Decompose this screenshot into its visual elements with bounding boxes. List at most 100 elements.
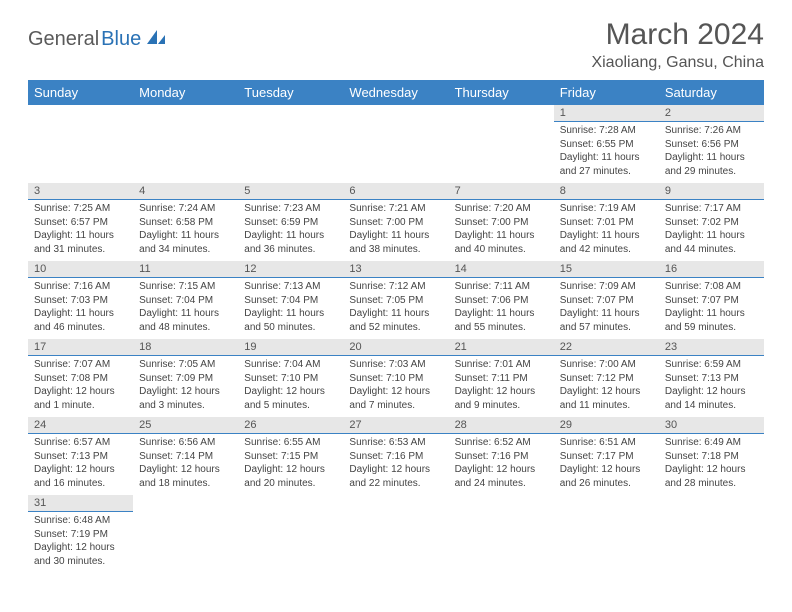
- weekday-header: Sunday: [28, 80, 133, 105]
- calendar-day-cell: 11Sunrise: 7:15 AMSunset: 7:04 PMDayligh…: [133, 261, 238, 339]
- sunrise-text: Sunrise: 6:53 AM: [349, 436, 442, 450]
- day-details: Sunrise: 6:56 AMSunset: 7:14 PMDaylight:…: [133, 434, 238, 494]
- brand-part2: Blue: [101, 28, 141, 51]
- sunset-text: Sunset: 7:13 PM: [665, 372, 758, 386]
- calendar-day-cell: 12Sunrise: 7:13 AMSunset: 7:04 PMDayligh…: [238, 261, 343, 339]
- day-details: Sunrise: 6:57 AMSunset: 7:13 PMDaylight:…: [28, 434, 133, 494]
- day-number: 21: [449, 339, 554, 356]
- calendar-day-cell: [238, 105, 343, 183]
- day-details: Sunrise: 7:01 AMSunset: 7:11 PMDaylight:…: [449, 356, 554, 416]
- calendar-day-cell: 6Sunrise: 7:21 AMSunset: 7:00 PMDaylight…: [343, 183, 448, 261]
- calendar-day-cell: 9Sunrise: 7:17 AMSunset: 7:02 PMDaylight…: [659, 183, 764, 261]
- day-number: 8: [554, 183, 659, 200]
- calendar-day-cell: 30Sunrise: 6:49 AMSunset: 7:18 PMDayligh…: [659, 417, 764, 495]
- sunrise-text: Sunrise: 7:17 AM: [665, 202, 758, 216]
- day-details: [238, 500, 343, 506]
- calendar-week-row: 17Sunrise: 7:07 AMSunset: 7:08 PMDayligh…: [28, 339, 764, 417]
- calendar-day-cell: 15Sunrise: 7:09 AMSunset: 7:07 PMDayligh…: [554, 261, 659, 339]
- sunset-text: Sunset: 7:18 PM: [665, 450, 758, 464]
- day-details: Sunrise: 7:09 AMSunset: 7:07 PMDaylight:…: [554, 278, 659, 338]
- daylight-text: Daylight: 11 hours and 34 minutes.: [139, 229, 232, 256]
- sunrise-text: Sunrise: 7:07 AM: [34, 358, 127, 372]
- sunrise-text: Sunrise: 7:09 AM: [560, 280, 653, 294]
- daylight-text: Daylight: 12 hours and 11 minutes.: [560, 385, 653, 412]
- day-details: [28, 110, 133, 116]
- sunrise-text: Sunrise: 7:25 AM: [34, 202, 127, 216]
- calendar-day-cell: [659, 495, 764, 573]
- calendar-week-row: 31Sunrise: 6:48 AMSunset: 7:19 PMDayligh…: [28, 495, 764, 573]
- day-details: Sunrise: 7:24 AMSunset: 6:58 PMDaylight:…: [133, 200, 238, 260]
- daylight-text: Daylight: 11 hours and 29 minutes.: [665, 151, 758, 178]
- sunset-text: Sunset: 7:16 PM: [349, 450, 442, 464]
- sunset-text: Sunset: 7:04 PM: [139, 294, 232, 308]
- sunset-text: Sunset: 6:57 PM: [34, 216, 127, 230]
- daylight-text: Daylight: 12 hours and 5 minutes.: [244, 385, 337, 412]
- calendar-day-cell: 17Sunrise: 7:07 AMSunset: 7:08 PMDayligh…: [28, 339, 133, 417]
- day-details: Sunrise: 7:23 AMSunset: 6:59 PMDaylight:…: [238, 200, 343, 260]
- sunset-text: Sunset: 7:07 PM: [665, 294, 758, 308]
- weekday-header: Saturday: [659, 80, 764, 105]
- calendar-table: Sunday Monday Tuesday Wednesday Thursday…: [28, 80, 764, 573]
- day-details: Sunrise: 7:20 AMSunset: 7:00 PMDaylight:…: [449, 200, 554, 260]
- calendar-day-cell: 20 Sunrise: 7:03 AMSunset: 7:10 PMDayligh…: [343, 339, 448, 417]
- day-details: [343, 500, 448, 506]
- calendar-day-cell: [238, 495, 343, 573]
- sunrise-text: Sunrise: 7:05 AM: [139, 358, 232, 372]
- calendar-day-cell: 23Sunrise: 6:59 AMSunset: 7:13 PMDayligh…: [659, 339, 764, 417]
- calendar-day-cell: [28, 105, 133, 183]
- sunrise-text: Sunrise: 7:08 AM: [665, 280, 758, 294]
- day-details: [449, 110, 554, 116]
- sunset-text: Sunset: 7:00 PM: [349, 216, 442, 230]
- day-details: [238, 110, 343, 116]
- daylight-text: Daylight: 11 hours and 59 minutes.: [665, 307, 758, 334]
- day-details: Sunrise: 7:28 AMSunset: 6:55 PMDaylight:…: [554, 122, 659, 182]
- day-number: 27: [343, 417, 448, 434]
- day-number: 20: [343, 339, 448, 356]
- sunrise-text: Sunrise: 7:24 AM: [139, 202, 232, 216]
- sunset-text: Sunset: 7:15 PM: [244, 450, 337, 464]
- sunrise-text: Sunrise: 7:19 AM: [560, 202, 653, 216]
- header: GeneralBlue March 2024 Xiaoliang, Gansu,…: [28, 18, 764, 72]
- daylight-text: Daylight: 12 hours and 7 minutes.: [349, 385, 442, 412]
- day-number: 10: [28, 261, 133, 278]
- calendar-day-cell: 8 Sunrise: 7:19 AMSunset: 7:01 PMDaylight…: [554, 183, 659, 261]
- day-details: Sunrise: 6:51 AMSunset: 7:17 PMDaylight:…: [554, 434, 659, 494]
- daylight-text: Daylight: 11 hours and 52 minutes.: [349, 307, 442, 334]
- daylight-text: Daylight: 12 hours and 20 minutes.: [244, 463, 337, 490]
- sunset-text: Sunset: 6:56 PM: [665, 138, 758, 152]
- calendar-day-cell: [554, 495, 659, 573]
- sunset-text: Sunset: 7:01 PM: [560, 216, 653, 230]
- day-details: Sunrise: 7:07 AMSunset: 7:08 PMDaylight:…: [28, 356, 133, 416]
- sunset-text: Sunset: 7:10 PM: [349, 372, 442, 386]
- sunset-text: Sunset: 7:12 PM: [560, 372, 653, 386]
- daylight-text: Daylight: 12 hours and 9 minutes.: [455, 385, 548, 412]
- day-details: Sunrise: 6:52 AMSunset: 7:16 PMDaylight:…: [449, 434, 554, 494]
- daylight-text: Daylight: 11 hours and 42 minutes.: [560, 229, 653, 256]
- calendar-day-cell: 22Sunrise: 7:00 AMSunset: 7:12 PMDayligh…: [554, 339, 659, 417]
- calendar-day-cell: 4Sunrise: 7:24 AMSunset: 6:58 PMDaylight…: [133, 183, 238, 261]
- day-details: [133, 500, 238, 506]
- weekday-header: Monday: [133, 80, 238, 105]
- page-title: March 2024: [591, 18, 764, 52]
- sunrise-text: Sunrise: 7:01 AM: [455, 358, 548, 372]
- sunset-text: Sunset: 7:05 PM: [349, 294, 442, 308]
- calendar-day-cell: 28Sunrise: 6:52 AMSunset: 7:16 PMDayligh…: [449, 417, 554, 495]
- sunrise-text: Sunrise: 6:56 AM: [139, 436, 232, 450]
- sunrise-text: Sunrise: 7:03 AM: [349, 358, 442, 372]
- day-number: 1: [554, 105, 659, 122]
- daylight-text: Daylight: 11 hours and 36 minutes.: [244, 229, 337, 256]
- sunrise-text: Sunrise: 7:11 AM: [455, 280, 548, 294]
- page-subtitle: Xiaoliang, Gansu, China: [591, 54, 764, 72]
- weekday-header: Friday: [554, 80, 659, 105]
- day-details: Sunrise: 6:53 AMSunset: 7:16 PMDaylight:…: [343, 434, 448, 494]
- calendar-day-cell: 18Sunrise: 7:05 AMSunset: 7:09 PMDayligh…: [133, 339, 238, 417]
- sunrise-text: Sunrise: 6:57 AM: [34, 436, 127, 450]
- sunset-text: Sunset: 7:07 PM: [560, 294, 653, 308]
- calendar-day-cell: [133, 105, 238, 183]
- sunrise-text: Sunrise: 6:52 AM: [455, 436, 548, 450]
- day-details: Sunrise: 7:11 AMSunset: 7:06 PMDaylight:…: [449, 278, 554, 338]
- sunset-text: Sunset: 7:04 PM: [244, 294, 337, 308]
- daylight-text: Daylight: 12 hours and 1 minute.: [34, 385, 127, 412]
- day-number: 7: [449, 183, 554, 200]
- day-details: [133, 110, 238, 116]
